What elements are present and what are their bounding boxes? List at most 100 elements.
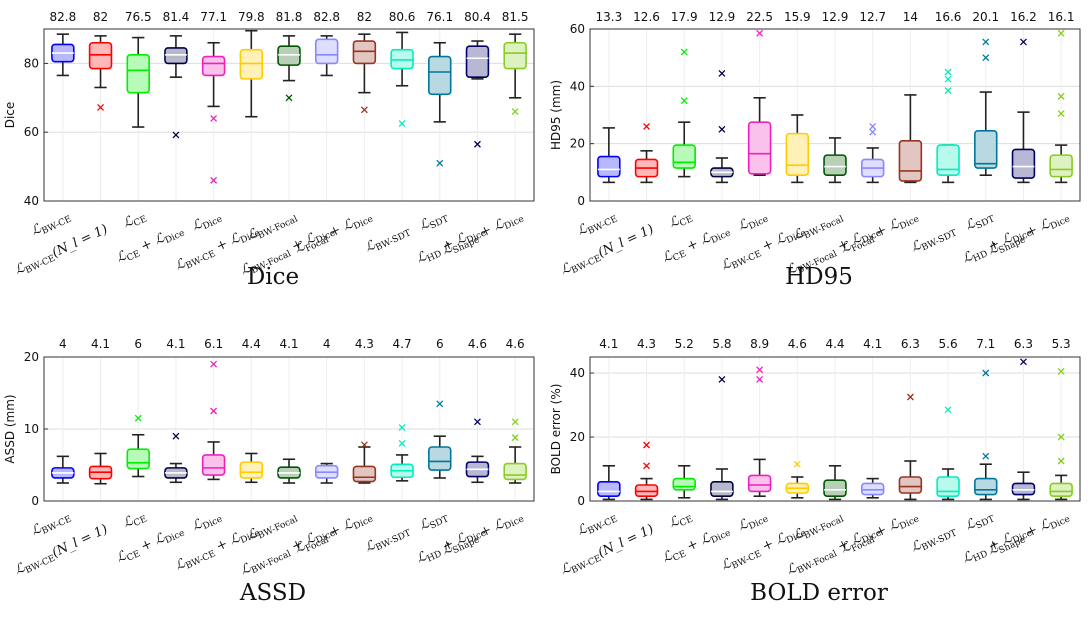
hd95-mean-label: 20.1 <box>972 10 999 24</box>
box-iqr <box>898 476 923 494</box>
dice-plot: 40 60 80 Dice 82.8 82 76.5 81.4 77.1 79.8 81.8 82.8… <box>3 10 535 278</box>
assd-mean-label: 4 <box>323 337 331 351</box>
hd95-box-1 <box>597 127 621 184</box>
dice-box-10 <box>390 31 414 128</box>
outlier-marker <box>1020 38 1027 46</box>
bold-error-mean-label: 5.3 <box>1052 337 1071 351</box>
hd95-mean-label: 15.9 <box>784 10 811 24</box>
box-iqr <box>936 144 960 177</box>
outlier-marker <box>511 434 519 442</box>
hd95-box-5 <box>747 29 772 176</box>
hd95-xtick-label: ℒDice <box>736 208 770 236</box>
outlier-marker <box>1057 457 1065 465</box>
hd95-mean-label: 22.5 <box>746 10 773 24</box>
assd-mean-label: 4.6 <box>468 337 487 351</box>
hd95-caption: HD95 <box>785 264 853 290</box>
hd95-axes-frame <box>589 28 1081 202</box>
assd-mean-label: 4.6 <box>506 337 525 351</box>
hd95-xtick-label: ℒCE <box>667 208 695 233</box>
assd-xtick-label: ℒBW-CE <box>29 508 73 541</box>
box-iqr <box>1049 482 1073 497</box>
bold-error-xtick-label: ℒDice <box>736 508 770 536</box>
bold-error-box-6 <box>785 460 810 499</box>
dice-panel: 40 60 80 Dice 82.8 82 76.5 81.4 77.1 79.8 81.8 82.8… <box>0 0 546 309</box>
box-iqr <box>974 129 998 169</box>
dice-box-8 <box>314 35 339 77</box>
outlier-marker <box>793 460 801 468</box>
hd95-xtick-label: ℒSDT <box>963 208 996 236</box>
outlier-marker <box>643 123 650 130</box>
dice-mean-label: 79.8 <box>238 10 265 24</box>
box-iqr <box>390 48 414 70</box>
bold-error-mean-label: 5.6 <box>939 337 958 351</box>
outlier-marker <box>511 418 519 426</box>
dice-mean-label: 82 <box>93 10 108 24</box>
box-iqr <box>201 55 226 77</box>
outlier-marker <box>869 128 877 136</box>
outlier-marker <box>1057 110 1065 118</box>
outlier-marker <box>398 424 406 432</box>
bold-error-xtick-label: ℒCE + ℒDice <box>660 522 732 568</box>
dice-box-12 <box>465 40 490 148</box>
bold-error-xtick-label: ℒCE <box>667 508 695 533</box>
outlier-marker <box>436 400 444 408</box>
hd95-box-7 <box>823 137 847 184</box>
outlier-marker <box>97 103 104 111</box>
assd-ytick-label: 0 <box>31 494 39 508</box>
dice-box-9 <box>352 33 377 114</box>
bold-error-box-9 <box>898 393 923 501</box>
hd95-box-2 <box>634 123 659 184</box>
hd95-mean-label: 12.9 <box>709 10 736 24</box>
outlier-marker <box>982 54 990 62</box>
assd-mean-label: 4.1 <box>279 337 298 351</box>
bold-error-ytick-label: 40 <box>570 366 585 380</box>
assd-box-9 <box>352 441 377 484</box>
box-iqr <box>597 481 621 498</box>
dice-box-3 <box>126 36 150 128</box>
box-iqr <box>898 140 923 182</box>
dice-mean-label: 77.1 <box>200 10 227 24</box>
outlier-marker <box>398 120 406 128</box>
bold-error-box-11 <box>974 369 998 501</box>
dice-ytick-label: 40 <box>24 194 39 208</box>
dice-mean-label: 80.6 <box>389 10 416 24</box>
dice-mean-label: 80.4 <box>464 10 491 24</box>
hd95-mean-label: 16.1 <box>1048 10 1075 24</box>
assd-ytick-label: 20 <box>24 350 39 364</box>
box-iqr <box>785 132 810 176</box>
bold-error-axes-frame <box>589 356 1081 502</box>
outlier-marker <box>982 452 990 460</box>
outlier-marker <box>474 140 481 148</box>
assd-xtick-label: ℒBW-CE(N_l = 1) <box>13 522 111 580</box>
outlier-marker <box>1057 29 1065 37</box>
outlier-marker <box>944 406 952 414</box>
box-iqr <box>277 45 301 66</box>
box-iqr <box>823 479 847 497</box>
bold-error-box-2 <box>634 441 659 501</box>
dice-mean-label: 81.5 <box>502 10 529 24</box>
bold-error-mean-label: 4.1 <box>599 337 618 351</box>
assd-box-10 <box>390 424 414 482</box>
bold-error-xtick-label: ℒBW-CE(N_l = 1) <box>559 522 657 580</box>
hd95-box-9 <box>898 94 923 184</box>
assd-mean-label: 4.7 <box>393 337 412 351</box>
box-iqr <box>164 47 188 65</box>
dice-box-11 <box>428 41 452 167</box>
bold-error-panel: 0 20 40 BOLD error (%) 4.1 4.3 5.2 5.8 8.9 4.6 4.4… <box>546 310 1092 619</box>
hd95-ytick-label: 40 <box>570 79 585 93</box>
assd-xtick-label: ℒSDT <box>417 508 450 536</box>
box-iqr <box>672 477 696 491</box>
dice-mean-label: 76.5 <box>125 10 152 24</box>
box-iqr <box>503 41 527 70</box>
assd-box-4 <box>164 432 188 484</box>
dice-mean-label: 82 <box>357 10 372 24</box>
assd-xtick-label: ℒBW-SDT <box>363 522 413 557</box>
hd95-box-6 <box>785 114 810 184</box>
outlier-marker <box>210 114 218 122</box>
bold-error-mean-label: 6.3 <box>901 337 920 351</box>
dice-xtick-label: ℒCE <box>121 208 149 233</box>
hd95-panel: 0 20 40 60 HD95 (mm) 13.3 12.6 17.9 12.9 22.5 15.9… <box>546 0 1092 309</box>
outlier-marker <box>869 123 877 130</box>
assd-box-1 <box>51 455 75 484</box>
box-iqr <box>352 40 377 65</box>
